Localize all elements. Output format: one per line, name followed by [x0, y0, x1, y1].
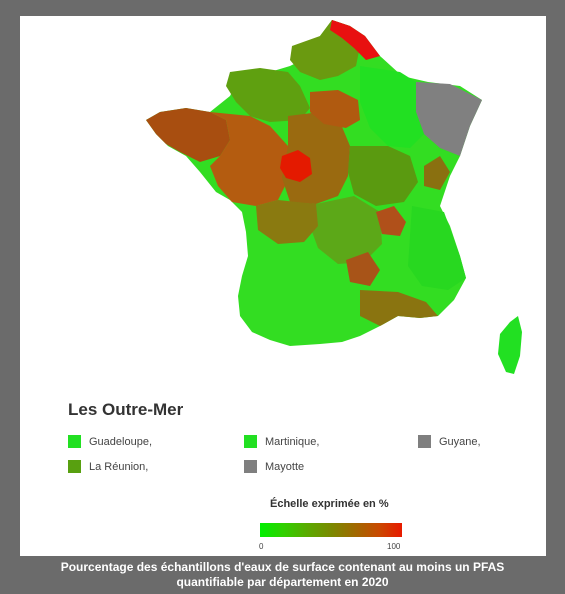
region-ile-de-france — [310, 90, 360, 128]
legend-item-la-reunion: La Réunion, — [68, 460, 148, 473]
region-rhone-hotspot — [346, 252, 380, 286]
caption-line-2: quantifiable par département en 2020 — [176, 575, 389, 589]
legend-item-guyane: Guyane, — [418, 435, 481, 448]
legend-label-martinique: Martinique, — [265, 435, 320, 448]
overseas-title: Les Outre-Mer — [68, 400, 184, 419]
legend-swatch-la-reunion — [68, 460, 81, 473]
legend-label-mayotte: Mayotte — [265, 460, 305, 473]
region-paca — [360, 290, 438, 326]
france-choropleth-map — [146, 20, 522, 374]
region-bourgogne — [348, 146, 418, 206]
legend-swatch-mayotte — [244, 460, 257, 473]
region-massif-central — [310, 196, 382, 264]
scale-title: Échelle exprimée en % — [270, 498, 389, 510]
region-champagne — [360, 66, 424, 148]
region-pays-de-la-loire — [210, 112, 290, 206]
region-auvergne-hotspot — [376, 206, 406, 236]
legend-swatch-guadeloupe — [68, 435, 81, 448]
figure-caption: Pourcentage des échantillons d'eaux de s… — [0, 560, 565, 590]
region-nord-red — [330, 20, 380, 60]
region-grand-est-nodata — [416, 82, 482, 156]
scale-min-label: 0 — [259, 542, 264, 551]
region-bretagne — [146, 108, 230, 162]
caption-line-1: Pourcentage des échantillons d'eaux de s… — [60, 560, 505, 574]
legend-item-martinique: Martinique, — [244, 435, 319, 448]
region-normandie — [226, 68, 310, 122]
figure-panel: Les Outre-Mer Guadeloupe, Martinique, Gu… — [20, 16, 546, 556]
region-franche-comte — [424, 156, 450, 190]
legend-label-la-reunion: La Réunion, — [89, 460, 149, 473]
legend-swatch-guyane — [418, 435, 431, 448]
region-alps — [408, 206, 466, 290]
scale-max-label: 100 — [387, 542, 401, 551]
legend-item-guadeloupe: Guadeloupe, — [68, 435, 152, 448]
legend-swatch-martinique — [244, 435, 257, 448]
legend-item-mayotte: Mayotte — [244, 460, 304, 473]
region-limousin — [256, 200, 318, 244]
region-corse — [498, 316, 522, 374]
legend-label-guyane: Guyane, — [439, 435, 481, 448]
legend-label-guadeloupe: Guadeloupe, — [89, 435, 152, 448]
region-hotspot-centre — [280, 150, 312, 182]
color-scale-bar — [260, 523, 402, 537]
